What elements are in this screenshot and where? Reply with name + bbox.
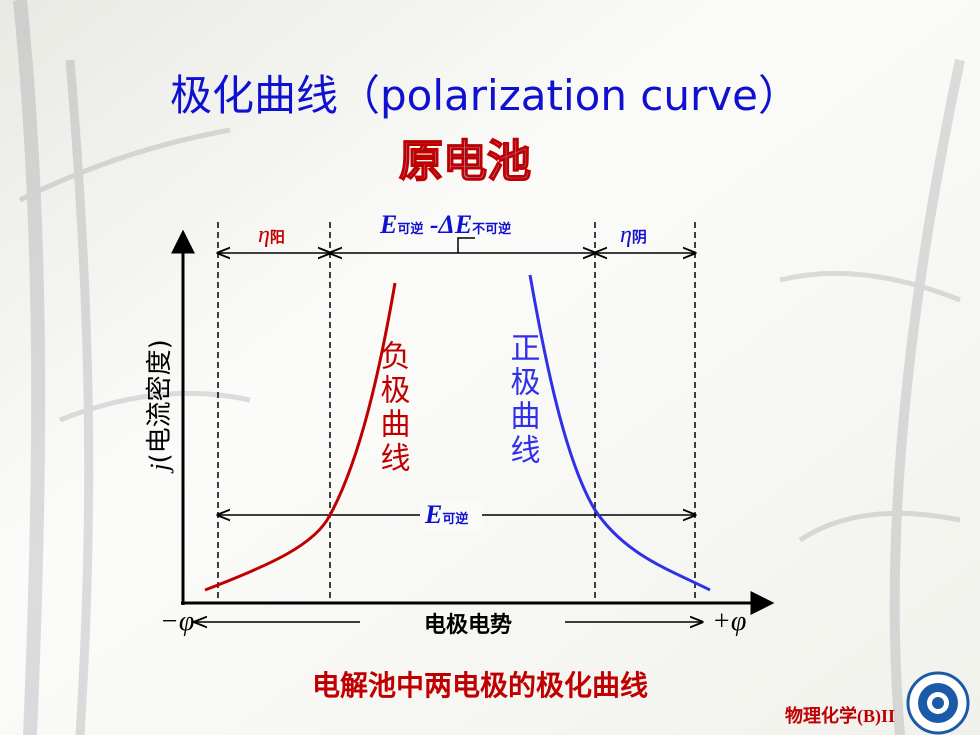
label-bg — [420, 500, 482, 530]
caption: 电解池中两电极的极化曲线 — [312, 669, 648, 702]
eta-sub: 阴 — [632, 228, 647, 246]
eta-sub: 阳 — [270, 228, 285, 246]
e-sub: 可逆 — [442, 511, 468, 527]
eta-cathode: η阴 — [620, 222, 647, 248]
delta-e: -ΔE — [423, 210, 472, 239]
y-label: (电流密度) — [145, 339, 175, 463]
y-var: j — [145, 464, 174, 474]
e-rev-label: E可逆 — [424, 500, 468, 529]
positive-curve — [528, 274, 711, 592]
x-left-label: −φ — [160, 606, 194, 637]
positive-curve-label: 正极曲线 — [505, 332, 541, 468]
negative-curve-label: 负极曲线 — [375, 340, 411, 476]
e-var: E — [379, 210, 397, 239]
x-axis-label: 电极电势 — [424, 612, 512, 638]
eta-anode: η阳 — [258, 222, 285, 248]
delta-e-sub: 不可逆 — [472, 221, 511, 237]
x-right-label: +φ — [712, 606, 746, 637]
logo — [906, 671, 970, 735]
y-axis-label: j(电流密度) — [145, 339, 175, 474]
e-difference: E可逆 -ΔE不可逆 — [379, 210, 511, 239]
eta-var: η — [258, 222, 270, 248]
title: 极化曲线（polarization curve） — [170, 71, 800, 120]
e-var: E — [424, 500, 442, 529]
subtitle: 原电池 — [399, 136, 531, 187]
bamboo-decoration — [13, 0, 965, 735]
footer: 物理化学(B)II — [785, 705, 895, 727]
bracket — [457, 237, 475, 253]
eta-var: η — [620, 222, 632, 248]
negative-curve — [204, 282, 397, 592]
e-sub: 可逆 — [397, 221, 423, 237]
